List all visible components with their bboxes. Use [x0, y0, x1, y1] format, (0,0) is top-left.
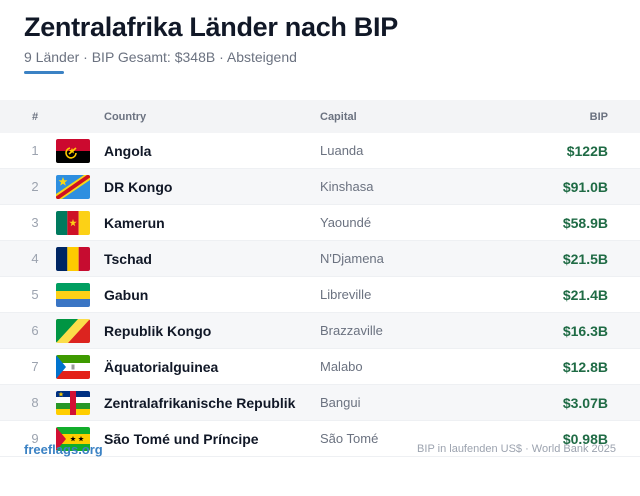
- gdp-value: $122B: [566, 142, 608, 159]
- header-capital: Capital: [320, 110, 357, 123]
- country-name: Gabun: [104, 286, 149, 303]
- capital-name: Luanda: [320, 143, 364, 158]
- rank-cell: 8: [31, 395, 39, 410]
- country-name: DR Kongo: [104, 178, 173, 195]
- country-name: Zentralafrikanische Republik: [104, 394, 296, 411]
- rank-cell: 3: [31, 215, 39, 230]
- capital-name: Libreville: [320, 287, 372, 302]
- rank-cell: 5: [31, 287, 39, 302]
- table-row: 5 Gabun Libreville $21.4B: [0, 277, 640, 313]
- capital-name: Brazzaville: [320, 323, 383, 338]
- source-link[interactable]: freeflags.org: [24, 442, 103, 457]
- table-row: 8 Zentralafrikanische Republik Bangui $3…: [0, 385, 640, 421]
- sao-tome-and-principe-flag-icon: [56, 426, 90, 451]
- table-row: 2 DR Kongo Kinshasa $91.0B: [0, 169, 640, 205]
- capital-name: Kinshasa: [320, 179, 374, 194]
- country-name: Äquatorialguinea: [104, 358, 219, 375]
- table-row: 9 São Tomé und Príncipe São Tomé $0.98B: [0, 421, 640, 457]
- gdp-value: $21.4B: [562, 286, 608, 303]
- table-header-row: # Country Capital BIP: [0, 100, 640, 133]
- gdp-value: $21.5B: [562, 250, 608, 267]
- country-name: Tschad: [104, 250, 152, 267]
- gdp-value: $3.07B: [562, 394, 608, 411]
- country-name: Angola: [104, 142, 152, 159]
- chad-flag-icon: [56, 246, 90, 271]
- rank-cell: 7: [31, 359, 39, 374]
- gdp-value: $16.3B: [562, 322, 608, 339]
- country-name: Republik Kongo: [104, 322, 212, 339]
- page-title: Zentralafrika Länder nach BIP: [24, 12, 398, 42]
- table-row: 4 Tschad N'Djamena $21.5B: [0, 241, 640, 277]
- table-row: 6 Republik Kongo Brazzaville $16.3B: [0, 313, 640, 349]
- capital-name: São Tomé: [320, 431, 379, 446]
- header-country: Country: [104, 110, 147, 123]
- capital-name: Malabo: [320, 359, 363, 374]
- capital-name: Bangui: [320, 395, 361, 410]
- header-rank: #: [31, 110, 39, 123]
- rank-cell: 4: [31, 251, 39, 266]
- country-name: São Tomé und Príncipe: [104, 430, 259, 447]
- country-name: Kamerun: [104, 214, 165, 231]
- central-african-republic-flag-icon: [56, 390, 90, 415]
- footer-note: BIP in laufenden US$ · World Bank 2025: [417, 443, 616, 455]
- rank-cell: 2: [31, 179, 39, 194]
- table-row: 1 Angola Luanda $122B: [0, 133, 640, 169]
- gdp-value: $0.98B: [562, 430, 608, 447]
- title-accent-bar: [24, 71, 64, 74]
- cameroon-flag-icon: [56, 210, 90, 235]
- gdp-value: $12.8B: [562, 358, 608, 375]
- rank-cell: 9: [31, 431, 39, 446]
- capital-name: N'Djamena: [320, 251, 384, 266]
- republic-of-congo-flag-icon: [56, 318, 90, 343]
- gdp-value: $58.9B: [562, 214, 608, 231]
- rank-cell: 1: [31, 143, 39, 158]
- angola-flag-icon: [56, 138, 90, 163]
- table-row: 7 Äquatorialguinea Malabo $12.8B: [0, 349, 640, 385]
- dr-congo-flag-icon: [56, 174, 90, 199]
- page-subtitle: 9 Länder · BIP Gesamt: $348B · Absteigen…: [24, 49, 297, 65]
- header-gdp: BIP: [589, 110, 608, 123]
- gdp-value: $91.0B: [562, 178, 608, 195]
- rank-cell: 6: [31, 323, 39, 338]
- countries-table: # Country Capital BIP 1 Angola Luanda $1…: [0, 100, 640, 457]
- gabon-flag-icon: [56, 282, 90, 307]
- table-row: 3 Kamerun Yaoundé $58.9B: [0, 205, 640, 241]
- equatorial-guinea-flag-icon: [56, 354, 90, 379]
- capital-name: Yaoundé: [320, 215, 372, 230]
